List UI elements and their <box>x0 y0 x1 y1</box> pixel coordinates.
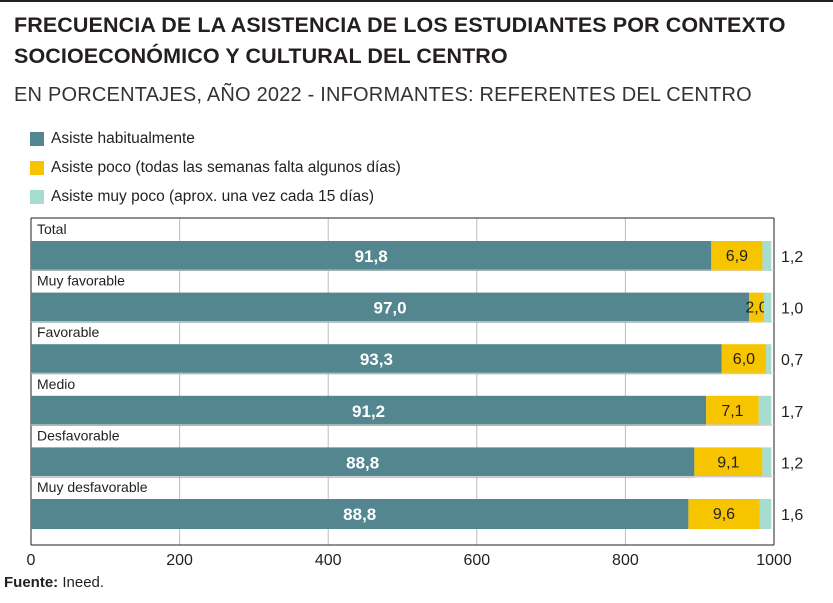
legend-item-muy-poco: Asiste muy poco (aprox. una vez cada 15 … <box>30 182 401 211</box>
data-label-habitual: 91,8 <box>355 247 388 266</box>
data-label-poco: 2,0 <box>745 300 767 317</box>
data-label-habitual: 97,0 <box>374 299 407 318</box>
source-label: Fuente: <box>4 574 59 591</box>
data-label-habitual: 91,2 <box>352 402 385 421</box>
legend-label-poco: Asiste poco (todas las semanas falta alg… <box>51 158 401 176</box>
bar-segment-poco <box>706 395 759 426</box>
legend-item-poco: Asiste poco (todas las semanas falta alg… <box>30 153 401 182</box>
source-text: Ineed. <box>58 574 105 591</box>
legend-item-habitual: Asiste habitualmente <box>30 124 401 153</box>
data-label-muy-poco: 0,7 <box>781 352 803 369</box>
chart-subtitle: EN PORCENTAJES, AÑO 2022 - INFORMANTES: … <box>14 84 752 106</box>
x-tick-label: 0 <box>27 552 36 569</box>
bar-segment-muy-poco <box>762 447 772 478</box>
category-label: Desfavorable <box>37 427 120 443</box>
bar-segment-habitual <box>31 499 689 529</box>
bar-segment-poco <box>721 344 767 375</box>
bar-segment-poco <box>711 241 763 271</box>
data-label-habitual: 88,8 <box>346 453 379 472</box>
top-rule <box>0 0 833 2</box>
data-label-poco: 7,1 <box>721 403 743 420</box>
x-tick-label: 600 <box>463 552 490 569</box>
category-label: Favorable <box>37 324 99 340</box>
data-label-muy-poco: 1,2 <box>781 455 803 472</box>
bar-segment-habitual <box>31 395 707 426</box>
x-tick-label: 400 <box>315 552 342 569</box>
x-tick-label: 800 <box>612 552 639 569</box>
data-label-poco: 9,1 <box>717 454 739 471</box>
legend-swatch-muy-poco <box>30 189 44 204</box>
bar-segment-habitual <box>31 241 712 271</box>
x-tick-label: 1000 <box>756 552 792 569</box>
bar-segment-muy-poco <box>763 292 772 323</box>
source-note: Fuente: Ineed. <box>4 574 104 591</box>
bar-segment-poco <box>749 292 764 323</box>
bar-segment-muy-poco <box>766 344 772 375</box>
legend-label-habitual: Asiste habitualmente <box>51 129 195 147</box>
category-label: Muy desfavorable <box>37 479 148 495</box>
data-label-muy-poco: 1,0 <box>781 301 803 318</box>
legend-swatch-habitual <box>30 131 44 146</box>
data-label-poco: 6,0 <box>733 351 755 368</box>
bar-segment-habitual <box>31 292 750 323</box>
data-label-muy-poco: 1,6 <box>781 507 803 524</box>
bar-segment-poco <box>688 499 760 529</box>
bar-segment-poco <box>694 447 763 478</box>
bar-segment-muy-poco <box>758 395 772 426</box>
data-label-muy-poco: 1,7 <box>781 404 803 421</box>
data-label-habitual: 93,3 <box>360 350 393 369</box>
category-label: Total <box>37 221 67 237</box>
data-label-poco: 9,6 <box>713 506 735 523</box>
data-label-muy-poco: 1,2 <box>781 249 803 266</box>
bar-segment-muy-poco <box>759 499 772 529</box>
legend: Asiste habitualmente Asiste poco (todas … <box>30 124 401 211</box>
bar-segment-habitual <box>31 447 695 478</box>
category-label: Medio <box>37 376 75 392</box>
x-tick-label: 200 <box>166 552 193 569</box>
legend-label-muy-poco: Asiste muy poco (aprox. una vez cada 15 … <box>51 187 375 205</box>
data-label-poco: 6,9 <box>726 248 748 265</box>
legend-swatch-poco <box>30 160 44 175</box>
category-label: Muy favorable <box>37 273 125 289</box>
chart-title: FRECUENCIA DE LA ASISTENCIA DE LOS ESTUD… <box>14 13 786 68</box>
bar-segment-habitual <box>31 344 722 375</box>
data-label-habitual: 88,8 <box>343 505 376 524</box>
bar-segment-muy-poco <box>762 241 772 271</box>
